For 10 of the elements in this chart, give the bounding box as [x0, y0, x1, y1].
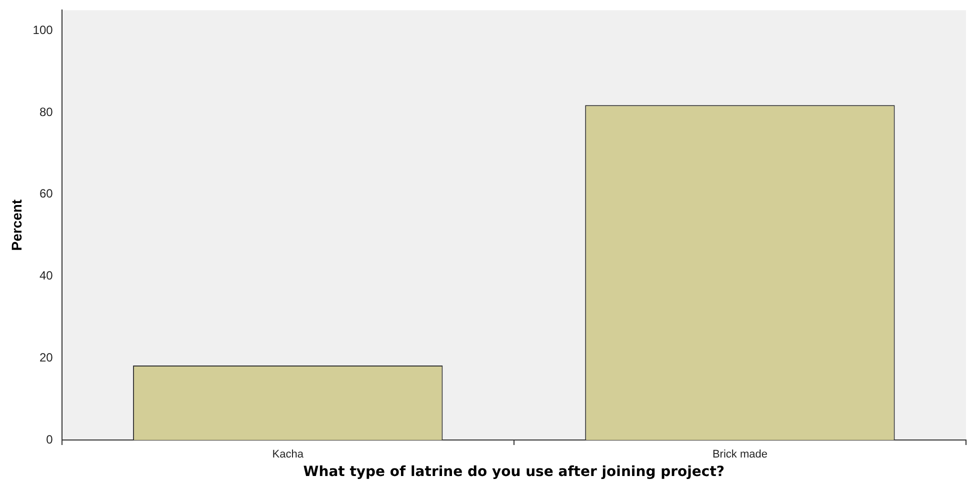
x-tick-label: Kacha [272, 448, 304, 461]
y-tick-label: 40 [39, 268, 54, 283]
y-tick-label: 100 [32, 22, 54, 37]
x-axis-title: What type of latrine do you use after joining project? [303, 464, 725, 480]
y-tick-label: 0 [46, 432, 54, 446]
y-axis-title: Percent [8, 199, 24, 251]
y-tick-label: 60 [39, 186, 54, 201]
y-tick-label: 20 [39, 350, 54, 364]
x-tick-label: Brick made [712, 448, 768, 461]
y-tick-label: 80 [39, 104, 54, 119]
